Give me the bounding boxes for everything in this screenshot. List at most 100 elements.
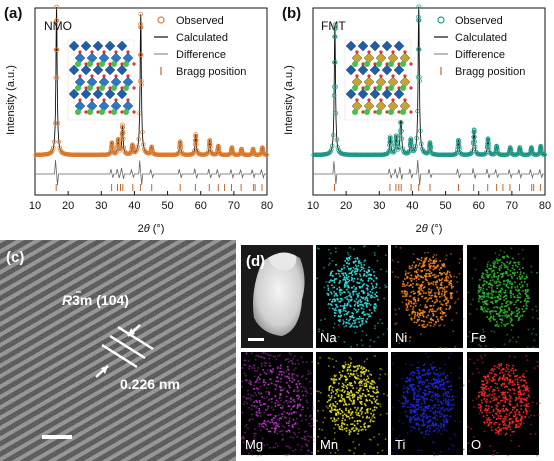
observed-point xyxy=(191,150,196,156)
eds-label: Na xyxy=(320,330,337,345)
observed-point xyxy=(138,21,143,27)
observed-point xyxy=(539,148,544,153)
observed-point xyxy=(518,148,523,154)
sem-image: (d) xyxy=(241,245,313,348)
xrd-panel-fmt: (b) Intensity (a.u.) FMT 10 20 30 40 50 60 70 8… xyxy=(282,4,551,235)
observed-point xyxy=(51,145,56,151)
observed-point xyxy=(329,143,335,149)
observed-point xyxy=(417,75,422,80)
observed-point xyxy=(392,148,397,154)
arrow-head-icon xyxy=(101,366,108,374)
observed-point xyxy=(216,144,221,150)
observed-point xyxy=(332,34,338,39)
observed-point xyxy=(486,144,491,149)
observed-point xyxy=(193,131,198,137)
observed-point xyxy=(542,152,547,157)
panel-label-b: (b) xyxy=(282,5,301,22)
observed-point xyxy=(538,144,544,150)
observed-point xyxy=(483,151,488,156)
observed-point xyxy=(414,135,419,141)
x-tick-label: 50 xyxy=(439,200,451,212)
observed-point xyxy=(54,75,60,80)
legend: Observed Calculated Difference Bragg pos… xyxy=(154,15,246,78)
observed-point xyxy=(206,144,212,150)
observed-point xyxy=(332,22,338,28)
observed-point xyxy=(419,146,425,151)
eds-tiles: Na Ni Fe Mg Mn Ti O xyxy=(241,245,541,457)
x-tick-label: 80 xyxy=(539,200,551,212)
eds-map-fe: Fe xyxy=(467,245,539,349)
x-tick-label: 80 xyxy=(261,200,273,212)
observed-point xyxy=(178,145,184,151)
observed-point xyxy=(138,52,144,58)
observed-point xyxy=(388,136,393,141)
observed-point xyxy=(190,151,195,157)
observed-point xyxy=(385,150,391,156)
observed-point xyxy=(387,134,393,139)
observed-point xyxy=(400,146,406,151)
observed-point xyxy=(109,141,115,147)
legend-calculated: Calculated xyxy=(455,32,507,44)
y-axis-label: Intensity (a.u.) xyxy=(5,65,17,135)
observed-point xyxy=(388,142,394,148)
observed-point xyxy=(55,120,61,126)
hrtem-image: (c) R3m (104) 0.226 nm xyxy=(0,240,236,461)
observed-point xyxy=(472,129,477,135)
observed-point xyxy=(396,144,402,150)
eds-map-mg: Mg xyxy=(241,352,315,457)
difference-line xyxy=(35,159,267,186)
observed-point xyxy=(427,141,433,146)
eds-label: Ni xyxy=(395,330,407,345)
observed-point xyxy=(52,120,58,126)
observed-point xyxy=(456,144,462,150)
observed-point xyxy=(486,141,491,146)
observed-point xyxy=(471,139,476,144)
difference-line xyxy=(313,159,545,186)
observed-point xyxy=(485,136,491,141)
observed-point xyxy=(472,144,478,150)
observed-point xyxy=(120,131,126,136)
image-noise xyxy=(0,240,236,461)
observed-point xyxy=(229,145,235,151)
observed-point xyxy=(330,132,336,138)
observed-point xyxy=(399,120,404,125)
observed-point xyxy=(413,143,418,149)
spacing-marker xyxy=(95,324,154,378)
panel-label-c: (c) xyxy=(6,249,24,266)
observed-point xyxy=(399,128,404,134)
observed-point xyxy=(485,137,491,143)
observed-point xyxy=(208,144,213,150)
observed-point xyxy=(428,145,433,151)
eds-label: Mn xyxy=(320,437,338,452)
d-spacing-label: 0.226 nm xyxy=(120,376,180,392)
plot-area xyxy=(33,4,269,191)
observed-point xyxy=(178,140,183,146)
observed-point xyxy=(138,11,143,17)
observed-point xyxy=(141,146,147,152)
observed-point xyxy=(137,111,142,116)
scale-bar xyxy=(248,338,264,341)
observed-point xyxy=(57,145,63,151)
observed-point xyxy=(335,145,341,150)
observed-point xyxy=(54,47,60,52)
legend-difference: Difference xyxy=(455,49,505,61)
observed-point xyxy=(135,144,140,150)
observed-point xyxy=(412,147,418,152)
eds-map-o: O xyxy=(467,352,541,457)
observed-point xyxy=(194,141,199,147)
observed-point xyxy=(54,4,59,10)
sample-label: NMO xyxy=(44,19,72,33)
observed-point xyxy=(239,149,245,155)
observed-point xyxy=(213,151,218,157)
eds-map-mn: Mn xyxy=(316,352,390,457)
observed-point xyxy=(456,139,461,144)
observed-point xyxy=(494,146,500,151)
observed-point xyxy=(120,125,125,130)
observed-point xyxy=(121,145,127,150)
observed-point xyxy=(120,122,125,127)
crystal-structure-icon xyxy=(345,40,413,115)
x-axis-label: 2θ (°) xyxy=(416,223,443,235)
observed-point xyxy=(394,138,399,143)
x-tick-label: 70 xyxy=(228,200,240,212)
observed-point xyxy=(538,146,544,151)
